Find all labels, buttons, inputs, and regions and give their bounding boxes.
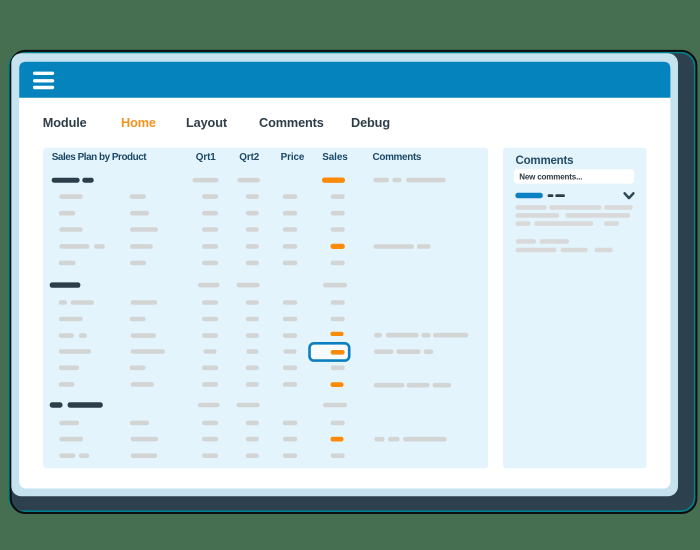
svg-text:Qrt1: Qrt1 [196, 152, 217, 163]
svg-text:New comments...: New comments... [519, 173, 582, 182]
svg-text:Comments: Comments [516, 155, 574, 167]
svg-text:Qrt2: Qrt2 [239, 152, 260, 163]
svg-text:Price: Price [281, 152, 305, 163]
svg-text:Comments: Comments [373, 152, 422, 163]
svg-text:Layout: Layout [186, 116, 228, 130]
svg-text:Debug: Debug [351, 116, 390, 130]
svg-text:Home: Home [121, 116, 156, 130]
svg-text:Module: Module [43, 116, 87, 130]
svg-text:Sales Plan by Product: Sales Plan by Product [52, 152, 147, 163]
svg-text:Sales: Sales [322, 152, 348, 163]
svg-text:Comments: Comments [259, 116, 324, 130]
